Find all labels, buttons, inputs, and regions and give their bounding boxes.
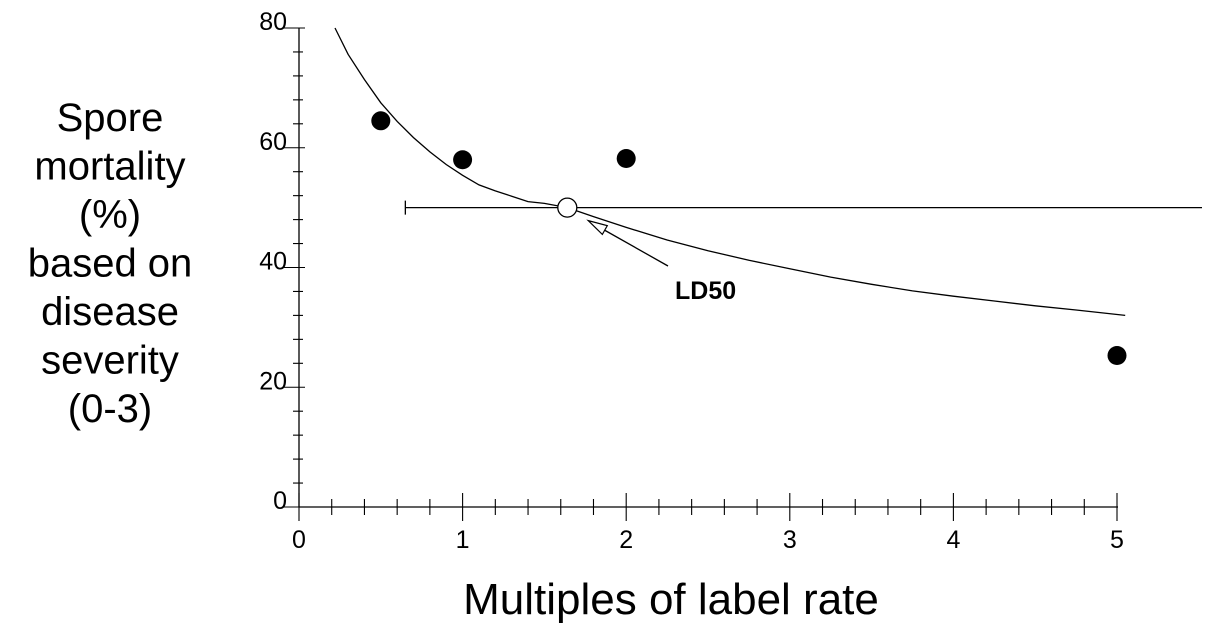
y-tick-label: 0 [273, 487, 287, 515]
x-axis-title: Multiples of label rate [463, 575, 879, 624]
y-axis-title-line: based on [28, 242, 193, 286]
y-tick-label: 40 [259, 248, 287, 276]
x-tick-label: 4 [946, 526, 960, 554]
x-tick-label: 0 [292, 526, 306, 554]
y-axis-title-line: severity [41, 339, 179, 383]
x-tick-label: 3 [783, 526, 797, 554]
x-tick-label: 5 [1110, 526, 1124, 554]
x-tick-label: 1 [456, 526, 470, 554]
y-tick-label: 20 [259, 367, 287, 395]
data-point [453, 150, 473, 170]
ld50-label: LD50 [675, 277, 736, 305]
x-axis: 0 1 2 3 4 5 [292, 493, 1124, 554]
y-tick-label: 60 [259, 128, 287, 156]
y-axis-title-line: (%) [79, 193, 141, 237]
y-axis-title-line: Spore [57, 96, 164, 140]
data-point [371, 111, 391, 131]
plot-area: LD50 [334, 27, 1202, 366]
ld50-arrow-head [586, 219, 609, 236]
y-tick-label: 80 [259, 8, 287, 36]
data-point [1107, 346, 1127, 366]
ld50-marker [557, 197, 578, 218]
y-axis-title-line: (0-3) [68, 387, 152, 431]
ld50-arrow-line [597, 226, 669, 267]
y-axis-title-line: mortality [34, 145, 185, 189]
x-tick-label: 2 [619, 526, 633, 554]
y-axis: 0 20 40 60 80 [259, 8, 305, 515]
y-axis-title-line: disease [41, 290, 179, 334]
data-point [616, 149, 636, 169]
fit-curve [334, 27, 1126, 317]
